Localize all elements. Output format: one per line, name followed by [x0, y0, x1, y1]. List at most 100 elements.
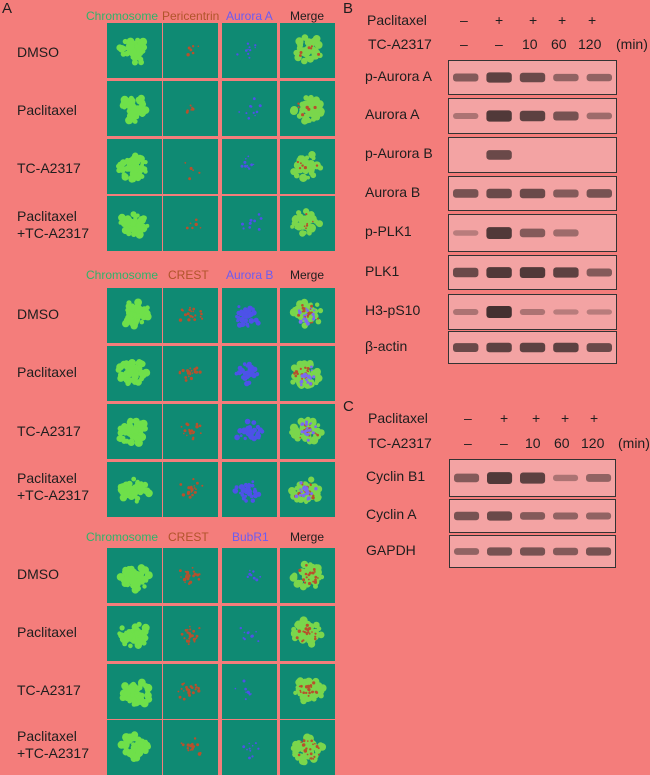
microscopy-tile-chromosome	[107, 288, 162, 343]
panel-a-letter: A	[2, 0, 13, 17]
microscopy-tile-chromosome	[107, 462, 162, 517]
panel-c-tc-lane: 10	[525, 435, 541, 451]
panel-c-tc-lane: 60	[554, 435, 570, 451]
block3-row-label: DMSO	[17, 566, 59, 582]
microscopy-tile-chromosome	[107, 346, 162, 401]
panel-b-blot-box	[448, 331, 617, 364]
panel-b-paclitaxel-lane: +	[529, 12, 538, 28]
microscopy-tile-centromere	[163, 664, 218, 719]
block1-header-aurora-a: Aurora A	[226, 9, 273, 23]
microscopy-tile-centromere	[163, 23, 218, 78]
microscopy-tile-marker	[222, 664, 277, 719]
microscopy-tile-centromere	[163, 81, 218, 136]
block2-header-crest: CREST	[168, 268, 209, 282]
block3-header-bubr1: BubR1	[232, 530, 269, 544]
panel-b-blot-label: Aurora B	[365, 183, 421, 200]
block1-row-label: Paclitaxel	[17, 102, 77, 118]
panel-b-unit: (min)	[616, 36, 648, 52]
microscopy-tile-marker	[222, 288, 277, 343]
panel-c-blot-label: GAPDH	[366, 541, 416, 558]
microscopy-tile-merge	[280, 548, 335, 603]
panel-b-blot-box	[448, 214, 617, 252]
microscopy-tile-marker	[222, 720, 277, 775]
block3-header-merge: Merge	[290, 530, 325, 544]
microscopy-tile-merge	[280, 139, 335, 194]
microscopy-tile-centromere	[163, 288, 218, 343]
panel-b-blot-box	[448, 60, 617, 95]
panel-c-paclitaxel-lane: –	[464, 410, 472, 426]
panel-b-tc-lane: 60	[551, 36, 567, 52]
panel-b-blot-label: p-Aurora B	[365, 145, 433, 161]
microscopy-tile-chromosome	[107, 196, 162, 251]
block2-header-merge: Merge	[290, 268, 325, 282]
microscopy-tile-chromosome	[107, 664, 162, 719]
panel-b-blot-box	[448, 98, 617, 134]
block2-row-label: Paclitaxel +TC-A2317	[17, 470, 89, 503]
microscopy-tile-marker	[222, 81, 277, 136]
panel-b-paclitaxel-lane: +	[558, 12, 567, 28]
panel-c-blot-label: Cyclin B1	[366, 468, 426, 484]
panel-b-blot-label: p-PLK1	[365, 223, 412, 239]
block1-header-merge: Merge	[290, 9, 325, 23]
panel-c-tc-lane: 120	[581, 435, 605, 451]
block1-header-chromosome: Chromosome	[86, 9, 159, 23]
microscopy-tile-marker	[222, 606, 277, 661]
panel-b-blot-label: PLK1	[365, 262, 400, 279]
microscopy-tile-marker	[222, 139, 277, 194]
microscopy-tile-centromere	[163, 139, 218, 194]
microscopy-tile-merge	[280, 462, 335, 517]
microscopy-tile-chromosome	[107, 23, 162, 78]
microscopy-tile-marker	[222, 346, 277, 401]
panel-c-blot-label: Cyclin A	[366, 506, 417, 522]
block3-header-crest: CREST	[168, 530, 209, 544]
panel-b-blot-box	[448, 294, 617, 330]
microscopy-tile-centromere	[163, 548, 218, 603]
panel-b-blot-box	[448, 255, 617, 290]
panel-c-blot-box	[449, 499, 616, 533]
block2-header-chromosome: Chromosome	[86, 268, 159, 282]
panel-c-blot-box	[449, 459, 616, 497]
microscopy-tile-centromere	[163, 606, 218, 661]
block3-header-chromosome: Chromosome	[86, 530, 159, 544]
panel-b-paclitaxel-lane: +	[495, 12, 504, 28]
panel-c-letter: C	[343, 398, 354, 415]
panel-c-paclitaxel-label: Paclitaxel	[368, 410, 428, 426]
microscopy-tile-chromosome	[107, 81, 162, 136]
microscopy-tile-merge	[280, 196, 335, 251]
block2-header-aurora-b: Aurora B	[226, 268, 274, 282]
panel-c-tc-lane: –	[464, 435, 472, 451]
block2-row-label: TC-A2317	[17, 423, 81, 439]
block1-row-label: TC-A2317	[17, 160, 81, 176]
microscopy-tile-merge	[280, 664, 335, 719]
microscopy-tile-merge	[280, 346, 335, 401]
panel-c-paclitaxel-lane: +	[532, 410, 541, 426]
panel-b-blot-label: H3-pS10	[365, 302, 421, 318]
panel-b-blot-label: β-actin	[365, 337, 408, 354]
microscopy-tile-chromosome	[107, 720, 162, 775]
microscopy-tile-centromere	[163, 720, 218, 775]
panel-b-paclitaxel-lane: –	[460, 12, 468, 28]
panel-b-tc-label: TC-A2317	[368, 36, 432, 52]
panel-b-tc-lane: 10	[522, 36, 538, 52]
microscopy-tile-merge	[280, 23, 335, 78]
block3-row-label: TC-A2317	[17, 682, 81, 698]
microscopy-tile-marker	[222, 548, 277, 603]
panel-b-paclitaxel-lane: +	[588, 12, 597, 28]
panel-b-blot-box	[448, 137, 617, 173]
block1-row-label: Paclitaxel +TC-A2317	[17, 208, 89, 241]
panel-b-tc-lane: –	[495, 36, 503, 52]
microscopy-tile-merge	[280, 720, 335, 775]
microscopy-tile-chromosome	[107, 606, 162, 661]
panel-b-tc-lane: –	[460, 36, 468, 52]
panel-c-blot-box	[449, 535, 616, 568]
microscopy-tile-centromere	[163, 462, 218, 517]
panel-c-paclitaxel-lane: +	[500, 410, 509, 426]
microscopy-tile-chromosome	[107, 548, 162, 603]
panel-c-tc-label: TC-A2317	[368, 435, 432, 451]
panel-b-paclitaxel-label: Paclitaxel	[367, 12, 427, 28]
block3-row-label: Paclitaxel +TC-A2317	[17, 728, 89, 761]
panel-b-blot-label: p-Aurora A	[365, 67, 432, 84]
block2-row-label: Paclitaxel	[17, 364, 77, 380]
microscopy-tile-merge	[280, 606, 335, 661]
panel-c-paclitaxel-lane: +	[590, 410, 599, 426]
